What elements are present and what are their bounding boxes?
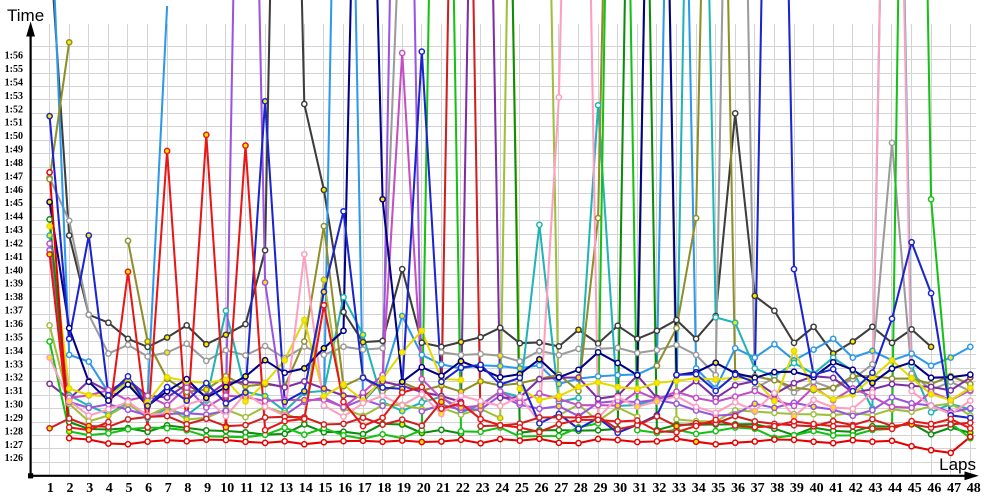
svg-text:26: 26 — [535, 481, 549, 496]
svg-text:1:53: 1:53 — [5, 91, 23, 102]
svg-text:41: 41 — [829, 481, 843, 496]
svg-text:1:30: 1:30 — [5, 400, 23, 411]
svg-text:24: 24 — [495, 481, 509, 496]
svg-text:32: 32 — [652, 481, 666, 496]
svg-text:9: 9 — [204, 481, 211, 496]
svg-text:1:33: 1:33 — [5, 359, 23, 370]
svg-text:1:38: 1:38 — [5, 292, 23, 303]
svg-text:48: 48 — [967, 481, 981, 496]
svg-text:14: 14 — [299, 481, 313, 496]
svg-text:1:35: 1:35 — [5, 332, 23, 343]
svg-text:1:46: 1:46 — [5, 185, 23, 196]
svg-text:19: 19 — [397, 481, 411, 496]
svg-text:Time: Time — [7, 6, 44, 25]
svg-text:1:44: 1:44 — [5, 212, 23, 223]
svg-text:Laps: Laps — [939, 455, 976, 474]
svg-text:1:34: 1:34 — [5, 346, 23, 357]
svg-text:43: 43 — [869, 481, 883, 496]
svg-text:1:49: 1:49 — [5, 145, 23, 156]
svg-text:35: 35 — [711, 481, 725, 496]
svg-text:42: 42 — [849, 481, 863, 496]
svg-text:7: 7 — [165, 481, 172, 496]
svg-text:1:45: 1:45 — [5, 198, 23, 209]
svg-text:21: 21 — [436, 481, 450, 496]
svg-text:4: 4 — [106, 481, 113, 496]
svg-text:23: 23 — [476, 481, 490, 496]
svg-text:1:28: 1:28 — [5, 426, 23, 437]
svg-text:1:40: 1:40 — [5, 265, 23, 276]
svg-text:18: 18 — [377, 481, 391, 496]
svg-text:1:50: 1:50 — [5, 131, 23, 142]
svg-text:1:54: 1:54 — [5, 77, 23, 88]
svg-text:1:55: 1:55 — [5, 64, 23, 75]
svg-text:12: 12 — [260, 481, 274, 496]
svg-text:13: 13 — [279, 481, 293, 496]
svg-text:1:52: 1:52 — [5, 104, 23, 115]
svg-text:1:32: 1:32 — [5, 373, 23, 384]
svg-text:17: 17 — [358, 481, 372, 496]
svg-text:33: 33 — [672, 481, 686, 496]
svg-text:1:26: 1:26 — [5, 453, 23, 464]
svg-text:11: 11 — [240, 481, 253, 496]
svg-text:46: 46 — [927, 481, 941, 496]
svg-text:20: 20 — [417, 481, 431, 496]
svg-text:45: 45 — [908, 481, 922, 496]
svg-text:1:43: 1:43 — [5, 225, 23, 236]
svg-text:1: 1 — [47, 481, 54, 496]
svg-text:40: 40 — [810, 481, 824, 496]
svg-text:38: 38 — [770, 481, 784, 496]
svg-text:5: 5 — [126, 481, 133, 496]
svg-text:28: 28 — [574, 481, 588, 496]
svg-text:8: 8 — [184, 481, 191, 496]
svg-text:15: 15 — [318, 481, 332, 496]
svg-text:1:41: 1:41 — [5, 252, 23, 263]
svg-text:1:36: 1:36 — [5, 319, 23, 330]
svg-text:30: 30 — [613, 481, 627, 496]
svg-text:1:47: 1:47 — [5, 171, 23, 182]
svg-text:3: 3 — [86, 481, 93, 496]
svg-text:1:56: 1:56 — [5, 51, 23, 62]
svg-text:1:42: 1:42 — [5, 239, 23, 250]
svg-text:44: 44 — [888, 481, 902, 496]
svg-text:1:48: 1:48 — [5, 158, 23, 169]
svg-text:27: 27 — [554, 481, 568, 496]
svg-text:1:29: 1:29 — [5, 413, 23, 424]
svg-text:1:37: 1:37 — [5, 306, 23, 317]
svg-text:10: 10 — [220, 481, 234, 496]
svg-text:37: 37 — [751, 481, 765, 496]
svg-text:29: 29 — [594, 481, 608, 496]
svg-text:25: 25 — [515, 481, 529, 496]
svg-text:1:27: 1:27 — [5, 440, 23, 451]
svg-text:16: 16 — [338, 481, 352, 496]
svg-text:36: 36 — [731, 481, 745, 496]
svg-text:6: 6 — [145, 481, 152, 496]
svg-text:22: 22 — [456, 481, 470, 496]
svg-text:1:51: 1:51 — [5, 118, 23, 129]
svg-text:34: 34 — [692, 481, 706, 496]
svg-text:1:31: 1:31 — [5, 386, 23, 397]
svg-text:47: 47 — [947, 481, 961, 496]
svg-text:39: 39 — [790, 481, 804, 496]
svg-text:2: 2 — [67, 481, 74, 496]
svg-text:1:39: 1:39 — [5, 279, 23, 290]
svg-text:31: 31 — [633, 481, 647, 496]
